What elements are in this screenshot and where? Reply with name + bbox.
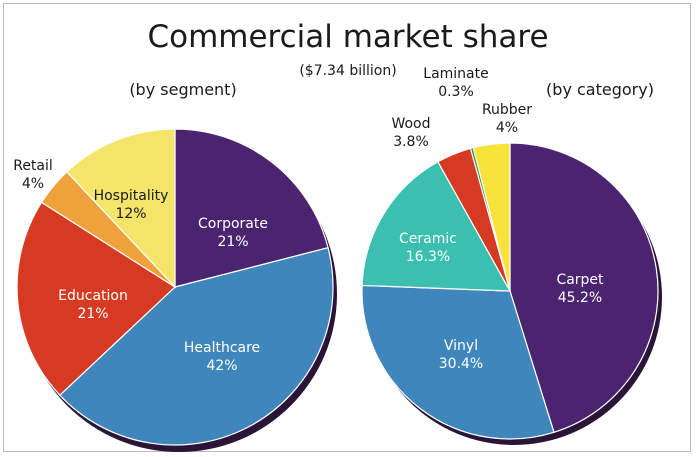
slice-value-vinyl: 30.4% xyxy=(439,356,483,372)
slice-value-rubber: 4% xyxy=(496,120,518,136)
pie-rim xyxy=(16,128,334,446)
slice-value-healthcare: 42% xyxy=(206,358,237,374)
pie-slice-hospitality xyxy=(65,128,176,289)
segment-pie-title: (by segment) xyxy=(129,80,236,99)
category-pie: Carpet 45.2% Vinyl 30.4% Ceramic 16.3% Wood 3.8… xyxy=(361,66,662,445)
slice-value-corporate: 21% xyxy=(217,234,248,250)
slice-label-laminate: Laminate xyxy=(423,66,488,82)
slice-label-wood: Wood xyxy=(391,116,430,132)
slice-value-retail: 4% xyxy=(22,176,44,192)
slice-value-ceramic: 16.3% xyxy=(406,249,450,265)
slice-label-vinyl: Vinyl xyxy=(444,338,478,354)
pie-slice-rubber xyxy=(472,142,511,292)
slice-label-corporate: Corporate xyxy=(198,216,268,232)
slice-value-carpet: 45.2% xyxy=(558,290,602,306)
slice-value-education: 21% xyxy=(77,306,108,322)
segment-pie: Corporate 21% Healthcare 42% Education 21% Ret… xyxy=(13,128,337,452)
pie-slice-healthcare xyxy=(58,246,334,446)
slice-value-wood: 3.8% xyxy=(393,134,429,150)
pie-slice-carpet xyxy=(509,142,659,434)
slice-value-hospitality: 12% xyxy=(115,206,146,222)
pie-rim xyxy=(361,142,659,440)
slice-label-ceramic: Ceramic xyxy=(399,231,457,247)
chart-subtitle: ($7.34 billion) xyxy=(299,63,396,79)
slice-label-rubber: Rubber xyxy=(482,102,532,118)
slice-label-retail: Retail xyxy=(13,158,53,174)
slice-label-carpet: Carpet xyxy=(556,272,604,288)
pie-slice-vinyl xyxy=(361,284,555,440)
pie-slice-ceramic xyxy=(361,160,512,292)
pie-slice-corporate xyxy=(174,128,329,288)
slice-label-education: Education xyxy=(58,288,128,304)
chart-title: Commercial market share xyxy=(147,19,548,55)
slice-label-hospitality: Hospitality xyxy=(94,188,169,204)
slice-value-laminate: 0.3% xyxy=(438,84,474,100)
slice-label-healthcare: Healthcare xyxy=(184,340,260,356)
pie-slice-education xyxy=(16,201,176,397)
category-pie-title: (by category) xyxy=(546,80,654,99)
